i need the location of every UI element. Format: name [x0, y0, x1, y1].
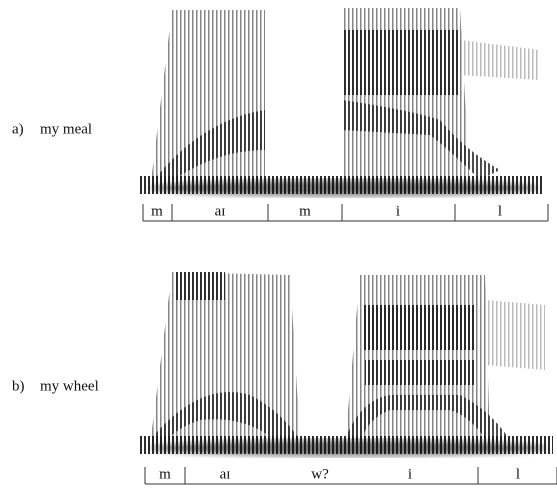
panel: a) my meal m aɪ m i l — [12, 8, 548, 221]
spectral-energy — [460, 40, 540, 80]
figure: a) my meal m aɪ m i l b) my wheel m aɪ w? i l — [0, 0, 557, 489]
segment-label: aɪ — [215, 203, 226, 219]
segment-label: m — [299, 203, 311, 219]
panel-letter: a) — [12, 121, 24, 137]
segment-label: i — [408, 466, 412, 482]
segment-label: l — [498, 203, 502, 219]
spectral-energy — [485, 300, 545, 370]
spectral-energy — [150, 10, 265, 190]
spectral-energy — [365, 360, 475, 385]
spectrogram — [140, 8, 544, 196]
segment-label: m — [151, 203, 163, 219]
spectrogram — [140, 272, 553, 456]
segment-label: w? — [311, 466, 329, 482]
panel-phrase: my wheel — [40, 378, 99, 394]
segment-label: l — [516, 466, 520, 482]
voicing-shadow — [150, 440, 547, 456]
spectral-energy — [362, 305, 475, 350]
segment-tier: m aɪ m i l — [143, 203, 548, 221]
segment-tier: m aɪ w? i l — [145, 466, 557, 484]
voicing-shadow — [150, 180, 539, 196]
segment-label: aɪ — [220, 466, 231, 482]
panel-letter: b) — [12, 378, 25, 394]
spectral-energy — [175, 272, 225, 300]
segment-label: m — [159, 466, 171, 482]
spectral-energy — [342, 30, 460, 95]
segment-label: i — [396, 203, 400, 219]
panel-phrase: my meal — [40, 121, 92, 137]
panel: b) my wheel m aɪ w? i l — [12, 272, 557, 484]
